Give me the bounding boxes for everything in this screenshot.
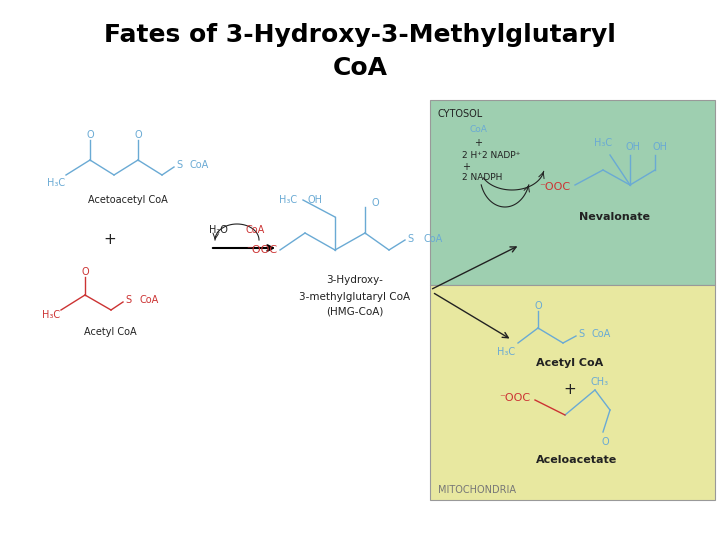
Text: H₃C: H₃C (47, 178, 65, 188)
Text: CoA: CoA (333, 56, 387, 80)
Text: CoA: CoA (139, 295, 158, 305)
Text: CoA: CoA (469, 125, 487, 134)
Text: O: O (81, 267, 89, 277)
Text: Nevalonate: Nevalonate (580, 212, 650, 222)
Text: O: O (534, 301, 542, 311)
Text: CoA: CoA (246, 225, 265, 235)
Text: S: S (176, 160, 182, 170)
Text: Aceloacetate: Aceloacetate (536, 455, 618, 465)
Text: CoA: CoA (423, 234, 442, 244)
Text: CoA: CoA (592, 329, 611, 339)
Text: O: O (134, 130, 142, 140)
Text: ⁻OOC: ⁻OOC (539, 182, 570, 192)
Text: 3-Hydroxy-: 3-Hydroxy- (327, 275, 384, 285)
Text: +: + (462, 162, 470, 172)
Text: O: O (601, 437, 609, 447)
Text: S: S (125, 295, 131, 305)
Text: 3-methylglutaryl CoA: 3-methylglutaryl CoA (300, 292, 410, 302)
Text: Acetyl CoA: Acetyl CoA (536, 358, 603, 368)
Text: O: O (372, 198, 379, 208)
Text: ⁻OOC: ⁻OOC (246, 245, 277, 255)
Text: Acetoacetyl CoA: Acetoacetyl CoA (88, 195, 168, 205)
Text: +: + (564, 382, 577, 397)
Text: H₃C: H₃C (594, 138, 612, 148)
Text: OH: OH (626, 142, 641, 152)
Text: CH₃: CH₃ (591, 377, 609, 387)
Text: +: + (474, 138, 482, 148)
Text: +: + (104, 233, 117, 247)
Text: H₃C: H₃C (279, 195, 297, 205)
Bar (430, 285, 715, 500)
Text: CYTOSOL: CYTOSOL (438, 109, 483, 119)
Text: Fates of 3-Hydroxy-3-Methylglutaryl: Fates of 3-Hydroxy-3-Methylglutaryl (104, 23, 616, 47)
Text: O: O (86, 130, 94, 140)
Text: CoA: CoA (190, 160, 210, 170)
Text: H₃C: H₃C (497, 347, 515, 357)
Text: 2 H⁺: 2 H⁺ (462, 151, 482, 159)
Text: H₂O: H₂O (209, 225, 228, 235)
Text: 2 NADPH: 2 NADPH (462, 173, 503, 183)
Text: S: S (407, 234, 413, 244)
Text: (HMG-CoA): (HMG-CoA) (326, 307, 384, 317)
Text: 2 NADP⁺: 2 NADP⁺ (482, 151, 521, 159)
Text: OH: OH (307, 195, 323, 205)
Text: S: S (578, 329, 584, 339)
Text: OH: OH (652, 142, 667, 152)
Text: H₃C: H₃C (42, 310, 60, 320)
Text: ⁻OOC: ⁻OOC (499, 393, 530, 403)
Bar (430, 100, 715, 285)
Text: MITOCHONDRIA: MITOCHONDRIA (438, 485, 516, 495)
Text: Acetyl CoA: Acetyl CoA (84, 327, 136, 337)
